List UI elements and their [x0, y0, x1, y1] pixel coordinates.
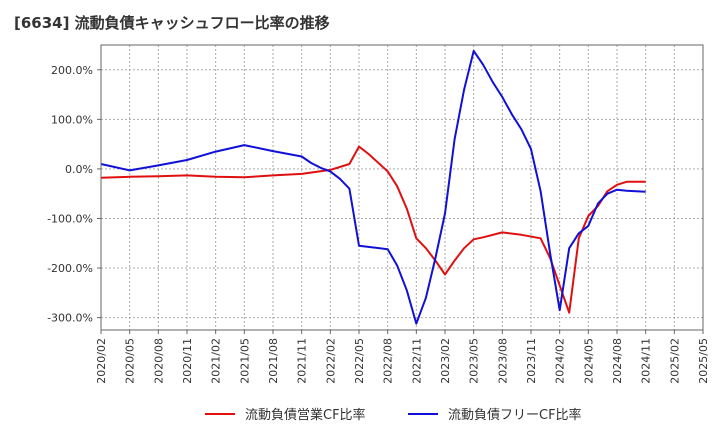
- x-tick-label: 2025/02: [668, 338, 681, 384]
- y-tick-label: 0.0%: [65, 163, 93, 176]
- series-line-1: [100, 145, 646, 314]
- series-line-2: [100, 49, 646, 325]
- y-tick-label: 200.0%: [51, 64, 93, 77]
- grid-lines: [100, 45, 704, 330]
- plot-series: [100, 49, 646, 325]
- x-tick-label: 2024/11: [640, 338, 653, 384]
- x-tick-label: 2024/02: [554, 338, 567, 384]
- y-tick-label: 100.0%: [51, 113, 93, 126]
- x-axis-ticks: 2020/02 2020/05 2020/08 2020/11 2021/02 2021/…: [95, 330, 710, 384]
- x-tick-label: 2021/08: [267, 338, 280, 384]
- x-tick-label: 2023/02: [439, 338, 452, 384]
- legend-label-2: 流動負債フリーCF比率: [448, 407, 582, 423]
- x-tick-label: 2021/02: [210, 338, 223, 384]
- y-tick-label: -100.0%: [47, 212, 93, 225]
- x-tick-label: 2022/05: [353, 338, 366, 384]
- x-tick-label: 2023/05: [468, 338, 481, 384]
- chart-title: [6634] 流動負債キャッシュフロー比率の推移: [14, 14, 330, 32]
- x-tick-label: 2024/05: [582, 338, 595, 384]
- y-axis-ticks: 200.0% 100.0% 0.0% -100.0% -200.0% -300.0%: [47, 64, 101, 325]
- y-tick-label: -300.0%: [47, 312, 93, 325]
- plot-frame: [100, 44, 704, 331]
- x-tick-label: 2020/08: [152, 338, 165, 384]
- x-tick-label: 2022/02: [324, 338, 337, 384]
- x-tick-label: 2020/11: [181, 338, 194, 384]
- y-tick-label: -200.0%: [47, 262, 93, 275]
- x-tick-label: 2023/11: [525, 338, 538, 384]
- x-tick-label: 2020/02: [95, 338, 108, 384]
- x-tick-label: 2023/08: [496, 338, 509, 384]
- legend: 流動負債営業CF比率 流動負債フリーCF比率: [205, 407, 582, 423]
- x-tick-label: 2022/11: [410, 338, 423, 384]
- x-tick-label: 2022/08: [382, 338, 395, 384]
- x-tick-label: 2020/05: [124, 338, 137, 384]
- x-tick-label: 2025/05: [697, 338, 710, 384]
- x-tick-label: 2021/11: [296, 338, 309, 384]
- legend-label-1: 流動負債営業CF比率: [245, 407, 366, 423]
- x-tick-label: 2024/08: [611, 338, 624, 384]
- x-tick-label: 2021/05: [238, 338, 251, 384]
